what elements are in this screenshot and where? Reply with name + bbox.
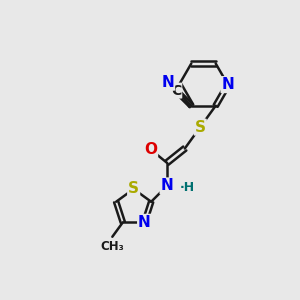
- Text: O: O: [144, 142, 157, 157]
- Text: N: N: [160, 178, 173, 194]
- Text: ·H: ·H: [179, 181, 194, 194]
- Text: N: N: [221, 77, 234, 92]
- Text: S: S: [195, 120, 206, 135]
- Text: CH₃: CH₃: [100, 240, 124, 253]
- Text: C: C: [171, 84, 181, 98]
- Text: N: N: [138, 215, 151, 230]
- Text: S: S: [128, 182, 139, 196]
- Text: N: N: [161, 75, 174, 90]
